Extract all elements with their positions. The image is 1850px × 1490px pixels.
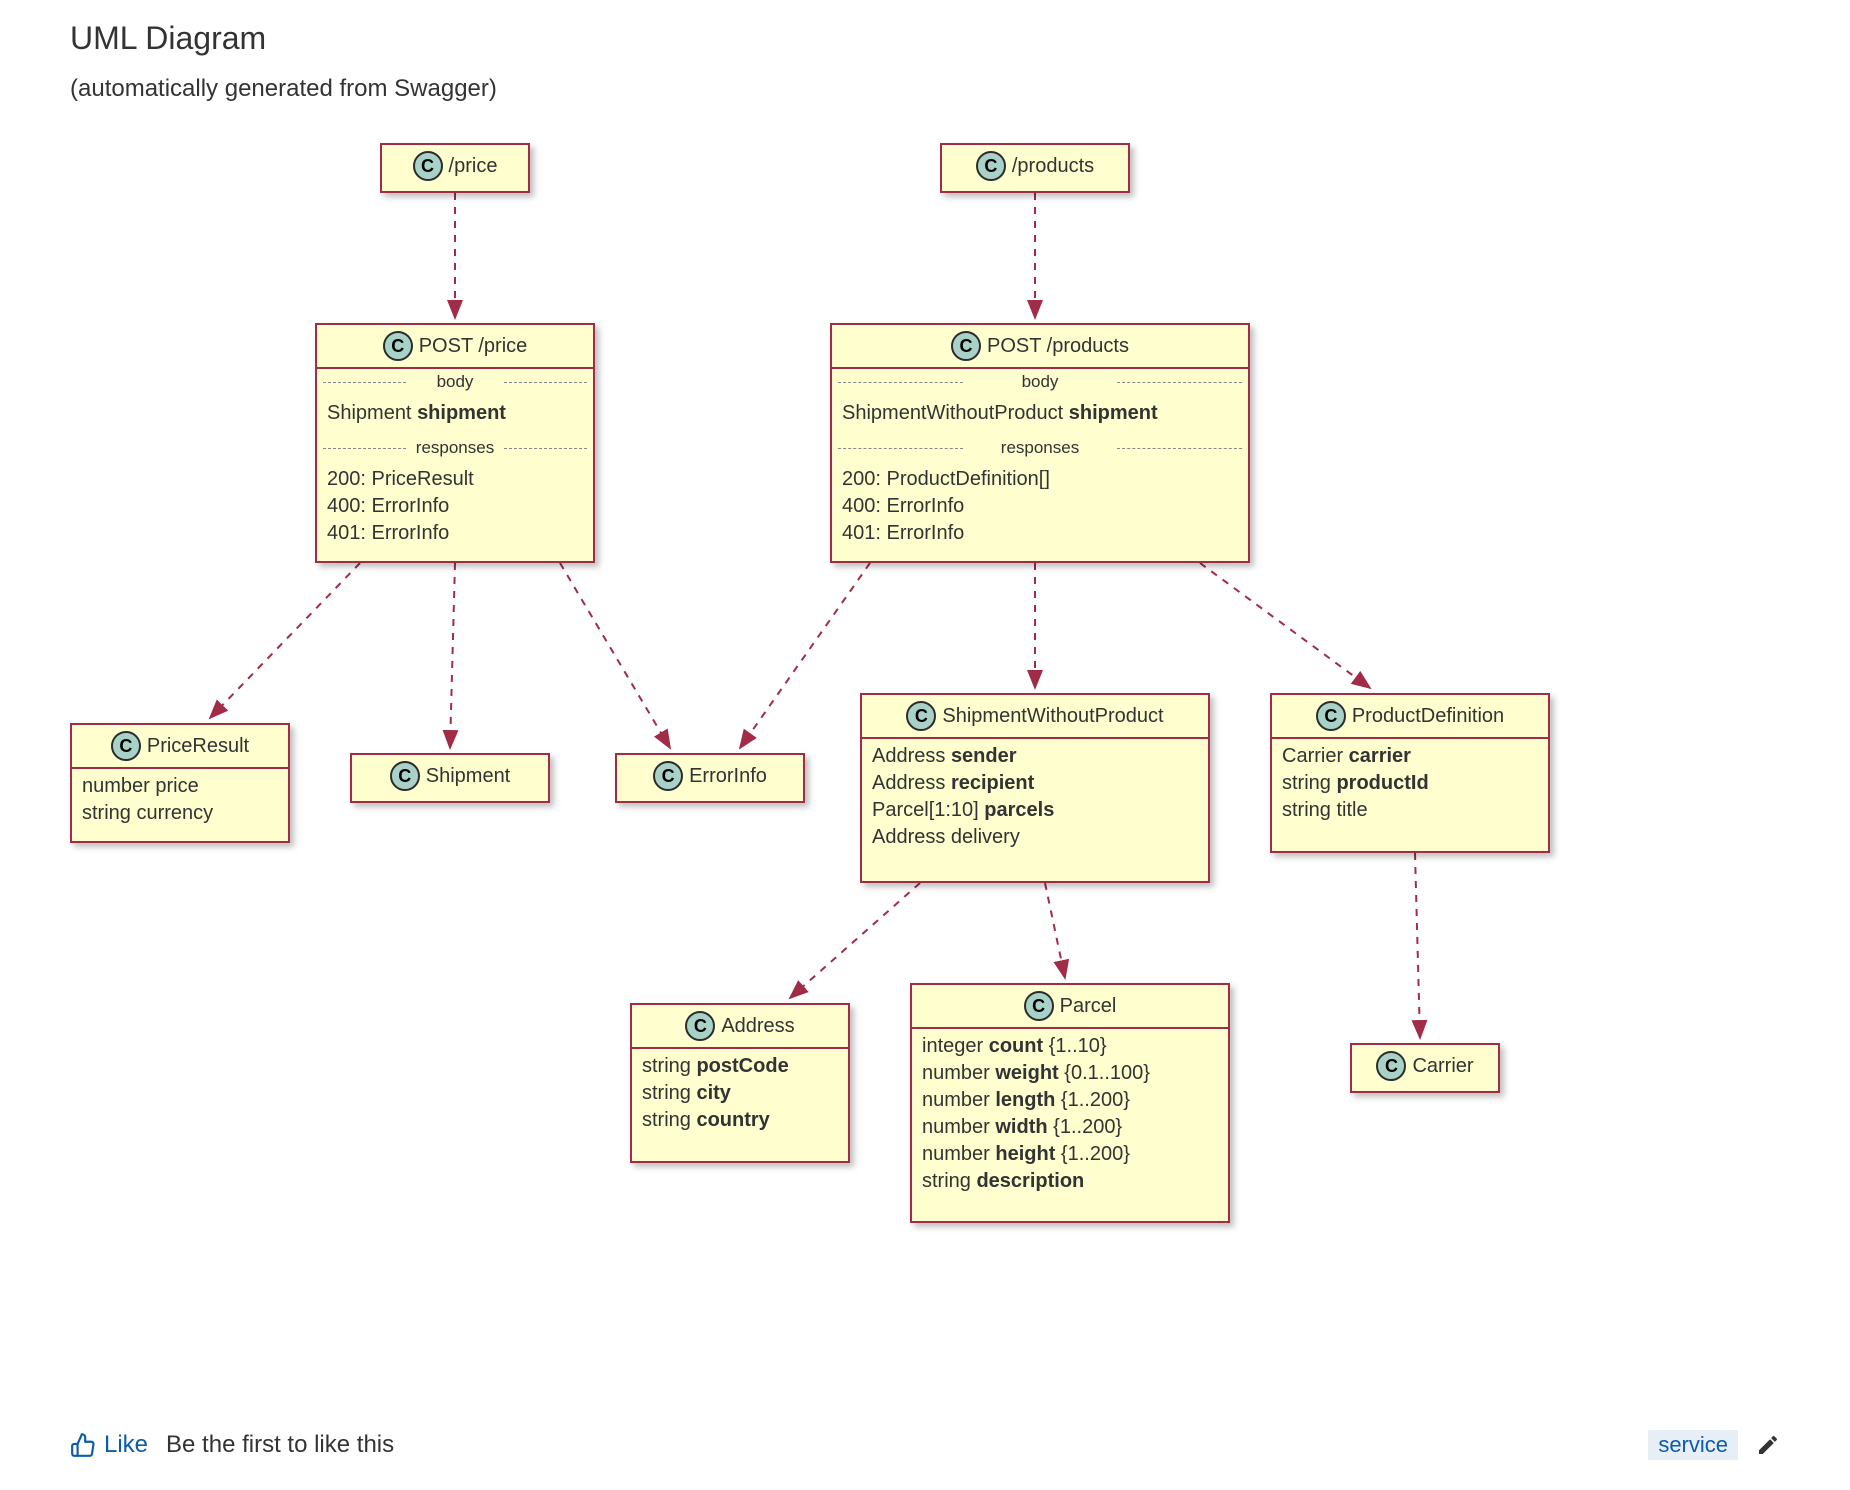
class-attribute: Carrier carrier	[1282, 743, 1538, 770]
uml-class-shipment_wo_product: CShipmentWithoutProductAddress senderAdd…	[860, 693, 1210, 883]
class-label: POST /price	[419, 333, 528, 360]
uml-class-price_root: C/price	[380, 143, 530, 193]
class-label: /products	[1012, 153, 1094, 180]
class-compartment: integer count {1..10}number weight {0.1.…	[912, 1029, 1228, 1203]
thumbs-up-icon	[70, 1432, 96, 1458]
class-icon: C	[111, 731, 141, 761]
page-footer: Like Be the first to like this service	[70, 1430, 1780, 1460]
class-label: Parcel	[1060, 993, 1117, 1020]
uml-edge	[210, 563, 360, 718]
class-attribute: string productId	[1282, 770, 1538, 797]
section-label: body	[832, 371, 1248, 394]
class-icon: C	[390, 761, 420, 791]
class-attribute: number width {1..200}	[922, 1114, 1218, 1141]
class-compartment: string postCodestring citystring country	[632, 1049, 848, 1142]
class-icon: C	[383, 331, 413, 361]
section-label: responses	[317, 437, 593, 460]
uml-class-products_root: C/products	[940, 143, 1130, 193]
class-attribute: string description	[922, 1168, 1218, 1195]
class-attribute: Address sender	[872, 743, 1198, 770]
uml-edge	[450, 563, 455, 748]
class-attribute: string currency	[82, 800, 278, 827]
uml-diagram: C/priceC/productsCPOST /pricebodyShipmen…	[70, 133, 1770, 1333]
class-label: Shipment	[426, 763, 511, 790]
class-attribute: ShipmentWithoutProduct shipment	[842, 400, 1238, 427]
uml-edge	[1045, 883, 1065, 978]
class-label: ErrorInfo	[689, 763, 767, 790]
class-icon: C	[1376, 1051, 1406, 1081]
class-compartment: Carrier carrierstring productIdstring ti…	[1272, 739, 1548, 832]
class-compartment: 200: PriceResult400: ErrorInfo401: Error…	[317, 462, 593, 555]
class-compartment: Address senderAddress recipientParcel[1:…	[862, 739, 1208, 859]
class-label: /price	[449, 153, 498, 180]
class-compartment: ShipmentWithoutProduct shipment	[832, 396, 1248, 435]
class-icon: C	[976, 151, 1006, 181]
like-status-text: Be the first to like this	[166, 1431, 394, 1459]
class-attribute: number price	[82, 773, 278, 800]
class-icon: C	[413, 151, 443, 181]
uml-edge	[790, 883, 920, 998]
uml-class-parcel: CParcel integer count {1..10}number weigh…	[910, 983, 1230, 1223]
class-attribute: 401: ErrorInfo	[842, 520, 1238, 547]
class-attribute: string country	[642, 1107, 838, 1134]
uml-class-address: CAddress string postCodestring citystring…	[630, 1003, 850, 1163]
class-compartment: number pricestring currency	[72, 769, 288, 835]
class-attribute: Address delivery	[872, 824, 1198, 851]
uml-class-error_info: CErrorInfo	[615, 753, 805, 803]
uml-class-price_result: CPriceResult number pricestring currency	[70, 723, 290, 843]
class-label: Carrier	[1412, 1053, 1473, 1080]
like-label: Like	[104, 1431, 148, 1459]
class-icon: C	[1024, 991, 1054, 1021]
class-attribute: number weight {0.1..100}	[922, 1060, 1218, 1087]
class-attribute: number length {1..200}	[922, 1087, 1218, 1114]
uml-class-product_definition: CProductDefinitionCarrier carrierstring …	[1270, 693, 1550, 853]
class-compartment: Shipment shipment	[317, 396, 593, 435]
uml-class-post_products: CPOST /products body ShipmentWithoutProduc…	[830, 323, 1250, 563]
uml-class-post_price: CPOST /price body Shipment shipment respons…	[315, 323, 595, 563]
class-icon: C	[653, 761, 683, 791]
class-label: Address	[721, 1013, 794, 1040]
class-label: ShipmentWithoutProduct	[942, 703, 1163, 730]
class-compartment: 200: ProductDefinition[]400: ErrorInfo40…	[832, 462, 1248, 555]
class-label: POST /products	[987, 333, 1129, 360]
class-attribute: string city	[642, 1080, 838, 1107]
uml-class-shipment: CShipment	[350, 753, 550, 803]
uml-edge	[1200, 563, 1370, 688]
class-label: PriceResult	[147, 733, 249, 760]
uml-edge	[1415, 853, 1420, 1038]
class-attribute: Address recipient	[872, 770, 1198, 797]
class-attribute: string title	[1282, 797, 1538, 824]
uml-edge	[740, 563, 870, 748]
class-attribute: 200: ProductDefinition[]	[842, 466, 1238, 493]
class-attribute: string postCode	[642, 1053, 838, 1080]
class-attribute: Parcel[1:10] parcels	[872, 797, 1198, 824]
class-icon: C	[1316, 701, 1346, 731]
section-label: body	[317, 371, 593, 394]
class-attribute: 401: ErrorInfo	[327, 520, 583, 547]
uml-edge	[560, 563, 670, 748]
edit-icon[interactable]	[1756, 1433, 1780, 1457]
section-label: responses	[832, 437, 1248, 460]
class-attribute: 200: PriceResult	[327, 466, 583, 493]
class-attribute: 400: ErrorInfo	[327, 493, 583, 520]
class-attribute: 400: ErrorInfo	[842, 493, 1238, 520]
class-icon: C	[685, 1011, 715, 1041]
class-icon: C	[951, 331, 981, 361]
page-title: UML Diagram	[70, 20, 1780, 57]
tag-badge[interactable]: service	[1648, 1430, 1738, 1460]
like-button[interactable]: Like	[70, 1431, 148, 1459]
class-attribute: Shipment shipment	[327, 400, 583, 427]
class-label: ProductDefinition	[1352, 703, 1504, 730]
uml-class-carrier: CCarrier	[1350, 1043, 1500, 1093]
page-subtitle: (automatically generated from Swagger)	[70, 75, 1780, 103]
class-attribute: integer count {1..10}	[922, 1033, 1218, 1060]
class-icon: C	[906, 701, 936, 731]
class-attribute: number height {1..200}	[922, 1141, 1218, 1168]
